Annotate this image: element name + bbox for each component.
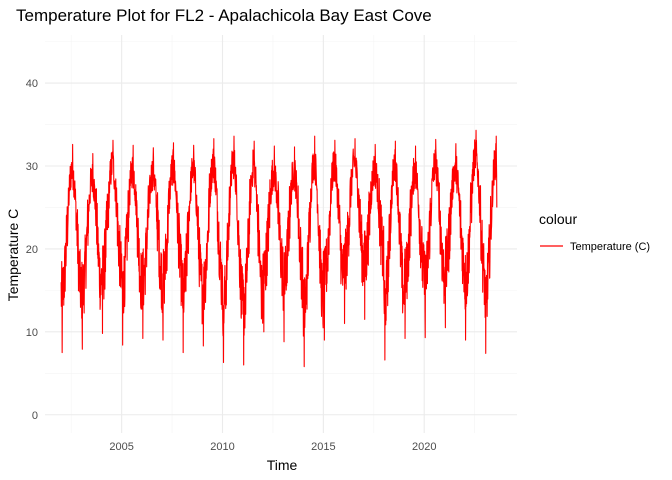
y-tick-label: 0 [32, 410, 38, 422]
x-axis-title: Time [267, 457, 298, 473]
chart-title: Temperature Plot for FL2 - Apalachicola … [16, 6, 432, 25]
y-axis-title: Temperature C [5, 209, 21, 302]
x-tick-label: 2005 [109, 441, 133, 453]
legend-label: Temperature (C) [570, 241, 650, 253]
x-axis-ticks: 2005 2010 2015 2020 [109, 441, 436, 453]
legend-title: colour [539, 211, 577, 227]
x-tick-label: 2015 [311, 441, 335, 453]
x-tick-label: 2020 [412, 441, 436, 453]
temperature-series-line [60, 129, 498, 368]
x-tick-label: 2010 [210, 441, 234, 453]
legend: colour Temperature (C) [539, 211, 650, 253]
y-tick-label: 20 [26, 244, 38, 256]
plot-gridlines [45, 35, 517, 433]
y-tick-label: 10 [26, 327, 38, 339]
y-tick-label: 30 [26, 161, 38, 173]
y-axis-ticks: 0 10 20 30 40 [26, 78, 38, 422]
y-tick-label: 40 [26, 78, 38, 90]
